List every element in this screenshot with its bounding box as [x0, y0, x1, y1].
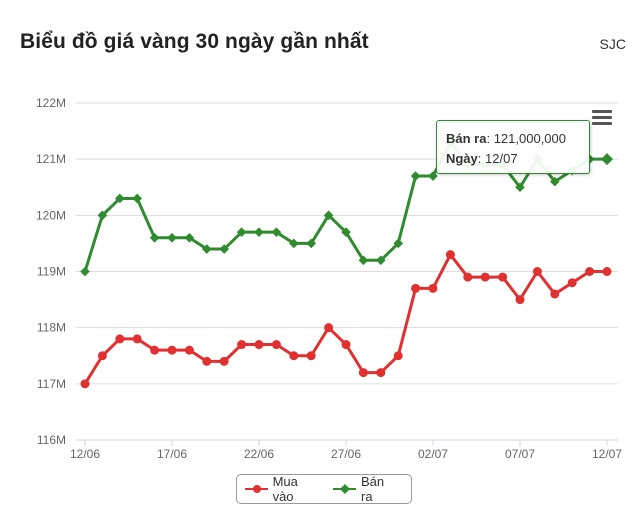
- data-point: [80, 379, 90, 389]
- legend: Mua vào Bán ra: [236, 474, 412, 504]
- data-point: [341, 340, 351, 350]
- data-point: [550, 176, 560, 187]
- data-point: [289, 238, 299, 249]
- data-point: [428, 283, 438, 293]
- x-tick-label: 27/06: [331, 447, 361, 461]
- chart-menu-icon[interactable]: [592, 110, 612, 126]
- y-tick-label: 121M: [36, 152, 66, 166]
- series-buy: [80, 250, 612, 389]
- y-tick-label: 120M: [36, 208, 66, 222]
- data-point: [254, 227, 264, 237]
- data-point: [376, 255, 386, 266]
- data-point: [150, 345, 160, 355]
- data-point: [97, 210, 108, 221]
- data-point: [202, 356, 212, 366]
- data-point: [480, 272, 490, 282]
- y-tick-label: 116M: [37, 433, 66, 447]
- data-point: [411, 283, 421, 293]
- data-point: [341, 227, 351, 237]
- data-point: [236, 227, 247, 237]
- y-tick-label: 118M: [37, 321, 66, 335]
- data-point: [184, 233, 195, 243]
- legend-sell-label: Bán ra: [361, 474, 385, 504]
- tooltip-price-value: 121,000,000: [493, 131, 566, 146]
- x-tick-label: 17/06: [157, 447, 187, 461]
- data-point: [149, 233, 160, 243]
- data-point: [115, 193, 125, 204]
- data-point: [567, 278, 577, 288]
- data-point: [115, 334, 125, 344]
- data-point: [393, 238, 403, 249]
- data-point: [463, 272, 473, 282]
- y-axis-labels: 116M 117M 118M 119M 120M 121M 122M: [36, 96, 66, 447]
- tooltip-date-label: Ngày: [446, 151, 478, 166]
- x-tick-label: 22/06: [244, 447, 274, 461]
- data-point: [254, 340, 264, 350]
- data-point: [323, 210, 334, 221]
- data-point: [532, 267, 542, 276]
- data-point: [515, 295, 525, 305]
- y-tick-label: 119M: [37, 265, 66, 279]
- source-label: SJC: [599, 36, 626, 52]
- data-point: [271, 227, 282, 237]
- data-point: [167, 345, 177, 355]
- data-point: [237, 340, 247, 350]
- legend-buy-label: Mua vào: [272, 474, 298, 504]
- data-point: [289, 351, 299, 361]
- data-point: [202, 244, 212, 254]
- tooltip-price-row: Bán ra: 121,000,000: [446, 131, 566, 146]
- data-point: [602, 267, 612, 276]
- data-point: [167, 233, 177, 243]
- data-point: [97, 351, 107, 361]
- data-point: [80, 266, 90, 277]
- data-point: [498, 272, 508, 282]
- data-point: [219, 244, 229, 254]
- data-point: [393, 351, 403, 361]
- series-layer: [80, 137, 613, 389]
- data-point: [428, 171, 438, 181]
- legend-item-sell[interactable]: Bán ra: [333, 474, 397, 504]
- y-tick-label: 122M: [36, 96, 66, 110]
- data-point: [324, 323, 334, 333]
- data-point: [306, 351, 316, 361]
- tooltip: Bán ra: 121,000,000 Ngày: 12/07: [436, 120, 590, 174]
- tooltip-date-row: Ngày: 12/07: [446, 151, 518, 166]
- data-point: [132, 193, 142, 204]
- legend-buy-marker: [245, 485, 268, 493]
- data-point: [358, 368, 368, 378]
- legend-sell-marker: [333, 484, 356, 494]
- series-line: [83, 253, 607, 385]
- tooltip-date-value: 12/07: [485, 151, 518, 166]
- chart-title: Biểu đồ giá vàng 30 ngày gần nhất: [20, 30, 369, 53]
- x-tick-label: 12/06: [70, 447, 100, 461]
- y-tick-label: 117M: [37, 377, 66, 391]
- data-point: [358, 255, 369, 266]
- x-tick-label: 12/07: [592, 447, 622, 461]
- x-axis: 12/06 17/06 22/06 27/06 02/07 07/07 12/07: [70, 439, 622, 461]
- data-point: [376, 368, 386, 378]
- data-point: [585, 267, 595, 276]
- data-point: [132, 334, 142, 344]
- data-point: [601, 153, 613, 166]
- tooltip-price-label: Bán ra: [446, 131, 487, 146]
- data-point: [515, 182, 525, 193]
- data-point: [306, 238, 316, 249]
- data-point: [219, 356, 229, 366]
- x-tick-label: 02/07: [418, 447, 448, 461]
- data-point: [410, 171, 421, 181]
- data-point: [550, 289, 560, 299]
- data-point: [184, 345, 194, 355]
- legend-item-buy[interactable]: Mua vào: [245, 474, 319, 504]
- data-point: [445, 250, 455, 260]
- x-tick-label: 07/07: [505, 447, 535, 461]
- data-point: [271, 340, 281, 350]
